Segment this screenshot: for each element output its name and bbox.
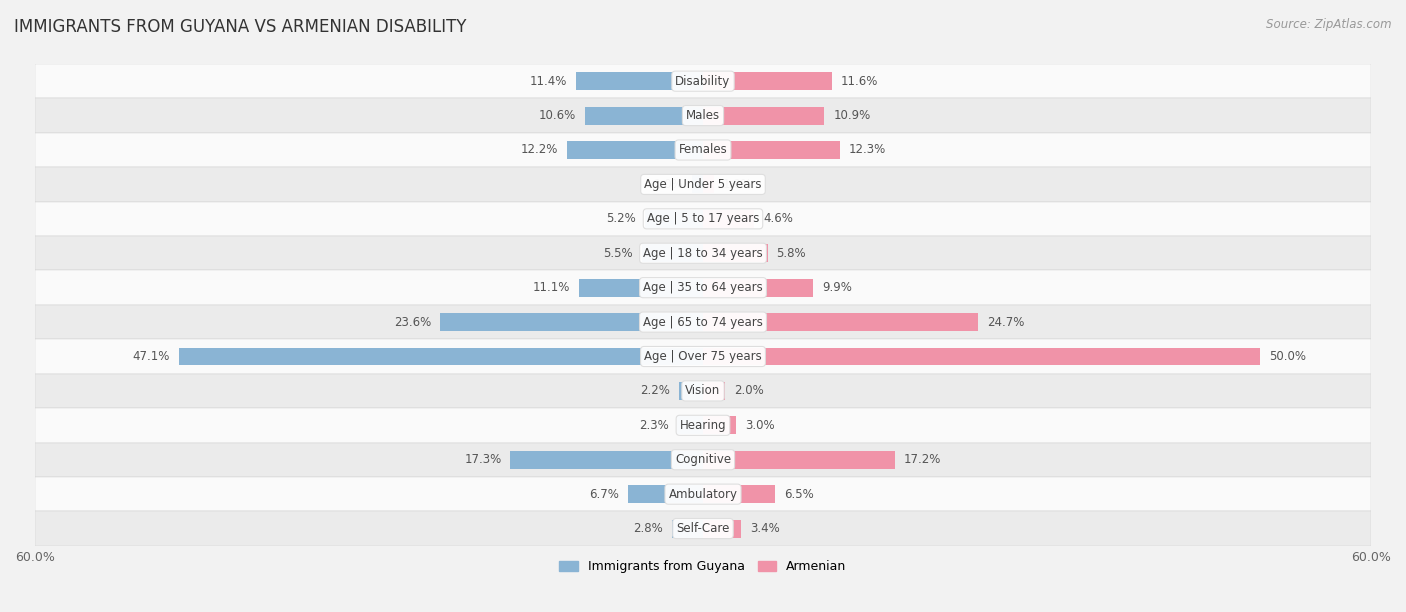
Bar — [576, 72, 703, 90]
Text: 24.7%: 24.7% — [987, 316, 1025, 329]
Text: Vision: Vision — [685, 384, 721, 397]
Text: 2.3%: 2.3% — [638, 419, 668, 432]
Text: Cognitive: Cognitive — [675, 453, 731, 466]
FancyBboxPatch shape — [35, 339, 1371, 374]
Text: 5.8%: 5.8% — [776, 247, 806, 259]
FancyBboxPatch shape — [35, 477, 1371, 512]
FancyBboxPatch shape — [35, 201, 1371, 236]
FancyBboxPatch shape — [35, 133, 1371, 167]
Bar — [703, 416, 737, 435]
FancyBboxPatch shape — [35, 236, 1371, 271]
Text: 2.2%: 2.2% — [640, 384, 669, 397]
Text: 5.5%: 5.5% — [603, 247, 633, 259]
Bar — [440, 313, 703, 331]
FancyBboxPatch shape — [35, 442, 1371, 477]
Text: Age | 35 to 64 years: Age | 35 to 64 years — [643, 281, 763, 294]
Bar — [179, 348, 703, 365]
Text: 50.0%: 50.0% — [1268, 350, 1306, 363]
Bar — [579, 278, 703, 297]
FancyBboxPatch shape — [35, 99, 1371, 133]
Text: 11.1%: 11.1% — [533, 281, 571, 294]
Bar — [703, 382, 725, 400]
Bar — [672, 520, 703, 537]
Bar — [703, 141, 839, 159]
Bar — [678, 416, 703, 435]
Bar — [703, 348, 1260, 365]
Text: 11.6%: 11.6% — [841, 75, 879, 88]
Text: 17.3%: 17.3% — [464, 453, 502, 466]
Bar — [703, 451, 894, 469]
Text: Age | Over 75 years: Age | Over 75 years — [644, 350, 762, 363]
Text: 11.4%: 11.4% — [530, 75, 567, 88]
Text: 9.9%: 9.9% — [823, 281, 852, 294]
Bar — [641, 244, 703, 262]
Text: 4.6%: 4.6% — [763, 212, 793, 225]
Text: 10.6%: 10.6% — [538, 109, 576, 122]
Bar — [692, 176, 703, 193]
FancyBboxPatch shape — [35, 305, 1371, 339]
Bar — [703, 313, 979, 331]
Text: 3.4%: 3.4% — [749, 522, 779, 535]
Text: Age | Under 5 years: Age | Under 5 years — [644, 178, 762, 191]
Bar — [703, 278, 813, 297]
Bar — [703, 210, 754, 228]
Text: 5.2%: 5.2% — [606, 212, 636, 225]
FancyBboxPatch shape — [35, 512, 1371, 546]
Text: 12.2%: 12.2% — [520, 143, 558, 157]
Bar — [585, 106, 703, 124]
Text: 2.0%: 2.0% — [734, 384, 763, 397]
Bar — [703, 485, 775, 503]
Bar — [679, 382, 703, 400]
Text: Females: Females — [679, 143, 727, 157]
Bar — [703, 106, 824, 124]
Text: IMMIGRANTS FROM GUYANA VS ARMENIAN DISABILITY: IMMIGRANTS FROM GUYANA VS ARMENIAN DISAB… — [14, 18, 467, 36]
Text: Age | 65 to 74 years: Age | 65 to 74 years — [643, 316, 763, 329]
Text: 23.6%: 23.6% — [394, 316, 432, 329]
Text: 47.1%: 47.1% — [132, 350, 170, 363]
Text: 6.5%: 6.5% — [785, 488, 814, 501]
Text: Ambulatory: Ambulatory — [668, 488, 738, 501]
Text: 10.9%: 10.9% — [834, 109, 870, 122]
Text: 17.2%: 17.2% — [904, 453, 941, 466]
Text: 2.8%: 2.8% — [633, 522, 662, 535]
FancyBboxPatch shape — [35, 271, 1371, 305]
FancyBboxPatch shape — [35, 408, 1371, 442]
Bar — [510, 451, 703, 469]
Text: Age | 18 to 34 years: Age | 18 to 34 years — [643, 247, 763, 259]
Text: 12.3%: 12.3% — [849, 143, 886, 157]
Text: Hearing: Hearing — [679, 419, 727, 432]
Bar — [628, 485, 703, 503]
Bar — [567, 141, 703, 159]
Bar — [703, 244, 768, 262]
Text: Disability: Disability — [675, 75, 731, 88]
FancyBboxPatch shape — [35, 64, 1371, 99]
Bar — [645, 210, 703, 228]
Text: Age | 5 to 17 years: Age | 5 to 17 years — [647, 212, 759, 225]
Bar — [703, 176, 714, 193]
FancyBboxPatch shape — [35, 374, 1371, 408]
Text: Self-Care: Self-Care — [676, 522, 730, 535]
Text: 6.7%: 6.7% — [589, 488, 620, 501]
Text: 1.0%: 1.0% — [654, 178, 683, 191]
Text: Source: ZipAtlas.com: Source: ZipAtlas.com — [1267, 18, 1392, 31]
Bar — [703, 520, 741, 537]
Text: Males: Males — [686, 109, 720, 122]
FancyBboxPatch shape — [35, 167, 1371, 201]
Legend: Immigrants from Guyana, Armenian: Immigrants from Guyana, Armenian — [560, 560, 846, 573]
Text: 1.0%: 1.0% — [723, 178, 752, 191]
Bar — [703, 72, 832, 90]
Text: 3.0%: 3.0% — [745, 419, 775, 432]
